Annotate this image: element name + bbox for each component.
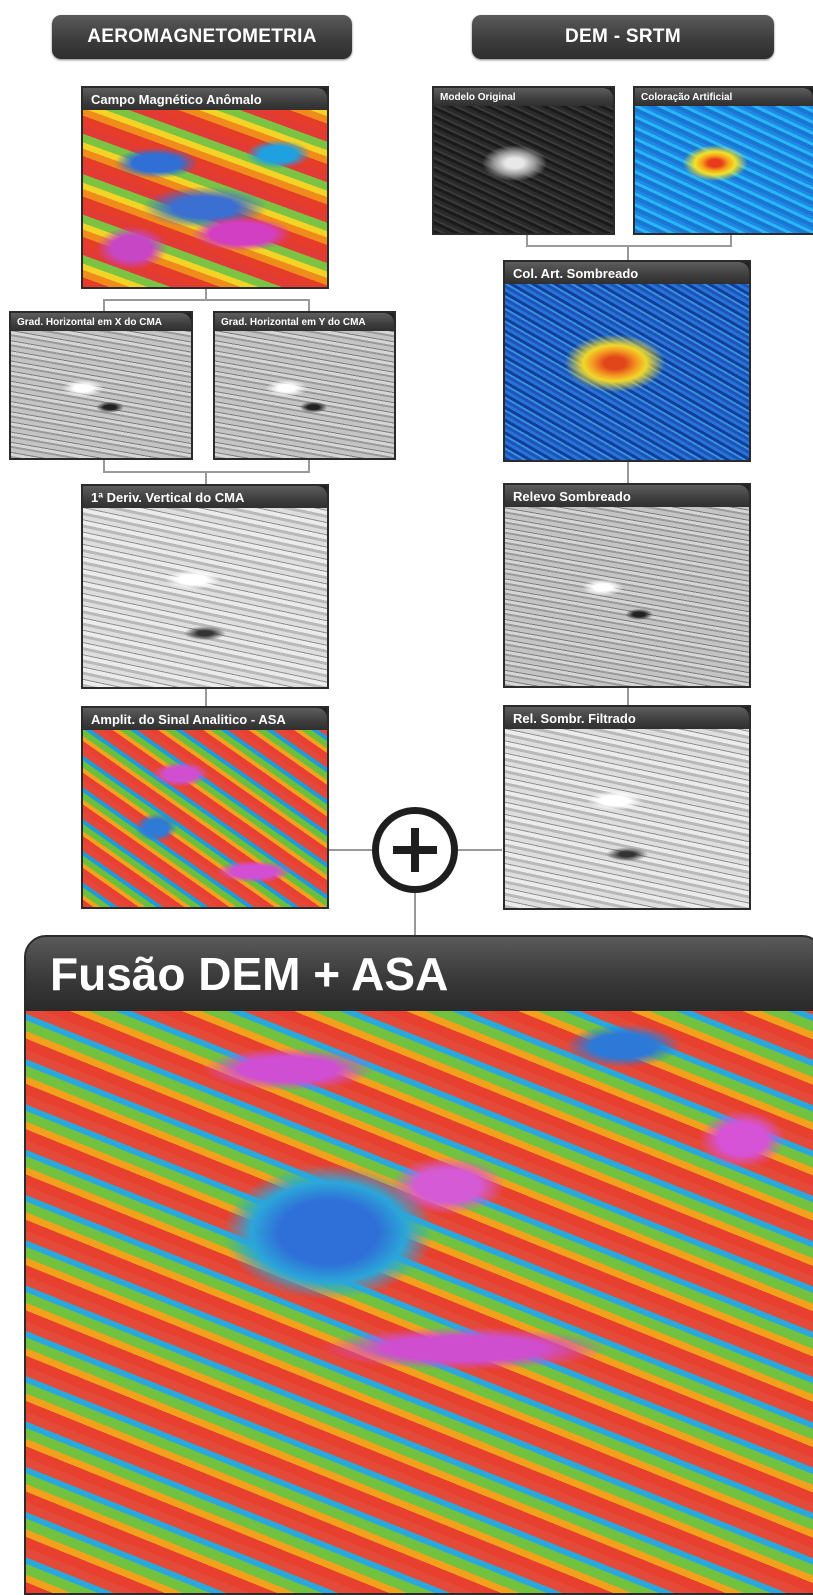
connector-line [308, 460, 310, 472]
panel-title: Grad. Horizontal em Y do CMA [215, 313, 394, 331]
map-image [505, 729, 749, 908]
connector-line [414, 893, 416, 935]
connector-line [627, 687, 629, 705]
panel-fusao-dem-asa: Fusão DEM + ASA [24, 935, 813, 1595]
panel-grad-y: Grad. Horizontal em Y do CMA [213, 311, 396, 460]
fusion-map-image [26, 1011, 813, 1593]
connector-line [456, 849, 502, 851]
connector-line [526, 245, 732, 247]
connector-line [526, 234, 528, 246]
map-image [11, 331, 191, 458]
connector-line [103, 460, 105, 472]
panel-title: Col. Art. Sombreado [505, 262, 749, 284]
panel-campo-magnetico: Campo Magnético Anômalo [81, 86, 329, 289]
panel-modelo-original: Modelo Original [432, 86, 615, 235]
panel-title: Amplit. do Sinal Analitico - ASA [83, 708, 327, 730]
panel-grad-x: Grad. Horizontal em X do CMA [9, 311, 193, 460]
panel-col-art-sombreado: Col. Art. Sombreado [503, 260, 751, 462]
map-image [83, 110, 327, 287]
panel-title: Rel. Sombr. Filtrado [505, 707, 749, 729]
map-image [434, 106, 613, 233]
connector-line [205, 471, 207, 484]
connector-line [308, 299, 310, 311]
connector-line [205, 288, 207, 300]
connector-line [205, 688, 207, 706]
map-image [83, 730, 327, 907]
panel-title: Grad. Horizontal em X do CMA [11, 313, 191, 331]
panel-deriv-vertical: 1ª Deriv. Vertical do CMA [81, 484, 329, 689]
connector-line [328, 849, 374, 851]
panel-coloracao-artificial: Coloração Artificial [633, 86, 813, 235]
section-header-label: DEM - SRTM [565, 26, 681, 47]
map-image [635, 106, 813, 233]
connector-line [103, 299, 105, 311]
map-image [215, 331, 394, 458]
map-image [505, 284, 749, 460]
panel-title: Coloração Artificial [635, 88, 813, 106]
map-image [83, 508, 327, 687]
panel-title: Relevo Sombreado [505, 485, 749, 507]
fusion-title: Fusão DEM + ASA [26, 937, 813, 1011]
panel-title: 1ª Deriv. Vertical do CMA [83, 486, 327, 508]
section-header-dem-srtm: DEM - SRTM [472, 15, 774, 59]
connector-line [627, 245, 629, 260]
panel-title: Campo Magnético Anômalo [83, 88, 327, 110]
panel-title: Modelo Original [434, 88, 613, 106]
panel-rel-sombr-filtrado: Rel. Sombr. Filtrado [503, 705, 751, 910]
connector-line [730, 234, 732, 246]
panel-asa: Amplit. do Sinal Analitico - ASA [81, 706, 329, 909]
plus-circle-icon [372, 807, 458, 893]
panel-relevo-sombreado: Relevo Sombreado [503, 483, 751, 688]
map-image [505, 507, 749, 686]
section-header-aeromagnetometria: AEROMAGNETOMETRIA [52, 15, 352, 59]
connector-line [103, 299, 310, 301]
connector-line [627, 461, 629, 483]
section-header-label: AEROMAGNETOMETRIA [87, 26, 317, 47]
